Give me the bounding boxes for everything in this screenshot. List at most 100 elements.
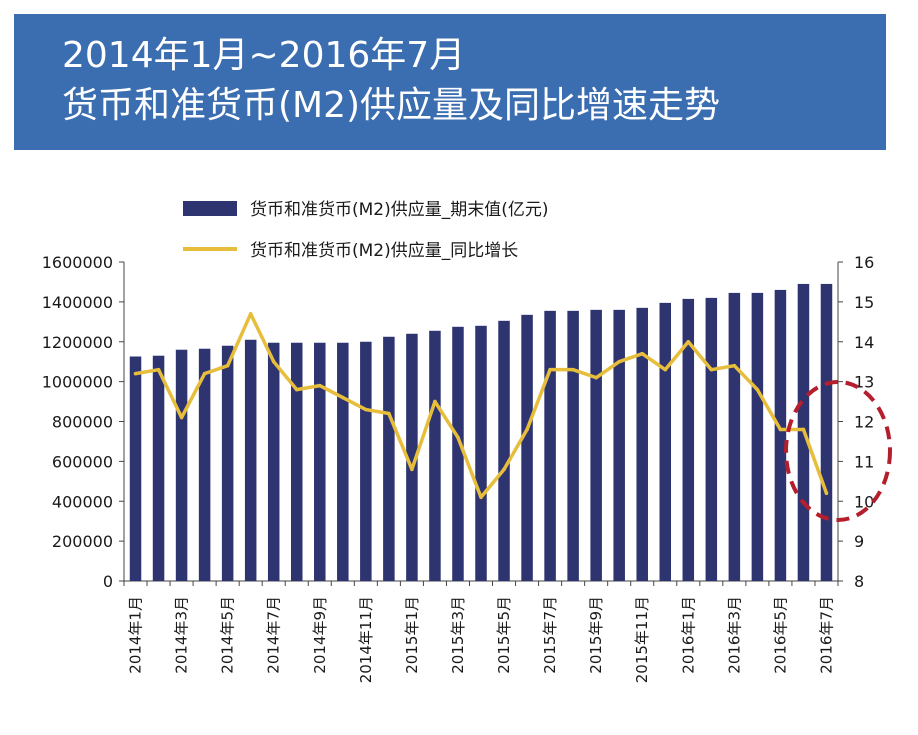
- growth-point: [433, 399, 437, 404]
- bar: [452, 326, 464, 581]
- growth-point: [364, 407, 368, 412]
- growth-point: [801, 427, 806, 432]
- bar: [152, 355, 165, 581]
- y-left-tick-label: 400000: [52, 492, 113, 511]
- bar: [429, 330, 441, 581]
- bar: [337, 342, 349, 581]
- bar: [820, 283, 833, 581]
- growth-point: [709, 367, 714, 372]
- growth-point: [732, 363, 737, 368]
- growth-point: [502, 467, 506, 472]
- x-tick-label: 2015年7月: [541, 596, 559, 674]
- y-right-tick-label: 9: [854, 532, 864, 551]
- x-tick-label: 2016年1月: [679, 596, 697, 674]
- bar: [175, 349, 188, 581]
- bar: [475, 325, 487, 581]
- growth-point: [686, 339, 691, 344]
- y-right-tick-label: 13: [854, 373, 874, 392]
- growth-point: [294, 387, 299, 392]
- x-tick-label: 2014年7月: [265, 596, 283, 674]
- growth-point: [571, 367, 575, 372]
- y-left-tick-label: 1400000: [42, 293, 113, 312]
- growth-point: [479, 495, 483, 500]
- bar: [244, 339, 257, 581]
- bar: [267, 342, 280, 581]
- y-right-tick-label: 12: [854, 413, 874, 432]
- growth-point: [202, 371, 207, 376]
- y-right-tick-label: 11: [854, 452, 874, 471]
- growth-point: [755, 387, 760, 392]
- legend-bar-swatch: [183, 201, 237, 216]
- x-tick-label: 2015年1月: [403, 596, 421, 674]
- y-right-tick-label: 15: [854, 293, 874, 312]
- y-left-tick-label: 1000000: [42, 373, 113, 392]
- x-tick-label: 2016年7月: [817, 596, 835, 674]
- bar: [498, 320, 510, 581]
- bar: [682, 298, 695, 581]
- growth-point: [778, 427, 783, 432]
- bar: [129, 356, 142, 581]
- x-tick-label: 2015年5月: [495, 596, 513, 674]
- bar: [383, 336, 395, 581]
- growth-point: [640, 351, 645, 356]
- highlight-ellipse: [784, 380, 892, 522]
- bar: [221, 345, 234, 581]
- growth-point: [617, 359, 621, 364]
- growth-point: [248, 312, 253, 316]
- y-left-tick-label: 200000: [52, 532, 113, 551]
- y-right-tick-label: 16: [854, 253, 874, 272]
- y-left-tick-label: 800000: [52, 413, 113, 432]
- bar: [544, 310, 556, 581]
- x-tick-label: 2015年11月: [633, 596, 651, 683]
- growth-point: [133, 371, 138, 376]
- growth-point: [456, 435, 460, 440]
- growth-point: [341, 395, 345, 400]
- bar: [314, 342, 326, 581]
- bar: [705, 297, 718, 581]
- bar: [751, 292, 764, 581]
- title-line-1: 2014年1月~2016年7月: [62, 35, 466, 76]
- x-tick-label: 2015年3月: [449, 596, 467, 674]
- x-tick-label: 2014年11月: [357, 596, 375, 683]
- legend-line-label: 货币和准货币(M2)供应量_同比增长: [250, 241, 518, 261]
- y-left-tick-label: 0: [103, 572, 113, 591]
- x-tick-label: 2014年3月: [173, 596, 191, 674]
- y-left-tick-label: 1200000: [42, 333, 113, 352]
- x-tick-label: 2015年9月: [587, 596, 605, 674]
- bar: [406, 333, 418, 581]
- bar: [198, 348, 211, 581]
- bar: [659, 302, 672, 581]
- y-left-tick-label: 600000: [52, 452, 113, 471]
- bar: [613, 309, 625, 581]
- x-tick-label: 2014年5月: [219, 596, 237, 674]
- growth-point: [824, 491, 829, 496]
- bar: [774, 289, 787, 581]
- growth-point: [156, 367, 161, 372]
- growth-point: [594, 375, 598, 380]
- growth-point: [271, 359, 276, 364]
- growth-point: [317, 383, 322, 388]
- growth-point: [525, 427, 529, 432]
- x-tick-label: 2016年5月: [771, 596, 789, 674]
- growth-point: [387, 411, 391, 416]
- bar: [728, 292, 741, 581]
- y-right-tick-label: 14: [854, 333, 874, 352]
- x-tick-label: 2014年9月: [311, 596, 329, 674]
- bar: [636, 307, 648, 581]
- growth-point: [410, 467, 414, 472]
- legend-bar-label: 货币和准货币(M2)供应量_期末值(亿元): [250, 200, 549, 220]
- title-line-2: 货币和准货币(M2)供应量及同比增速走势: [62, 85, 721, 126]
- bar: [567, 310, 579, 581]
- growth-point: [548, 367, 552, 372]
- title-banner: 2014年1月~2016年7月 货币和准货币(M2)供应量及同比增速走势: [14, 14, 886, 150]
- bar: [360, 341, 372, 581]
- y-right-tick-label: 8: [854, 572, 864, 591]
- y-left-tick-label: 1600000: [42, 253, 113, 272]
- x-tick-label: 2014年1月: [127, 596, 145, 674]
- y-right-tick-label: 10: [854, 492, 874, 511]
- bar: [590, 309, 602, 581]
- growth-point: [179, 415, 184, 420]
- growth-point: [225, 363, 230, 368]
- bar: [290, 342, 303, 581]
